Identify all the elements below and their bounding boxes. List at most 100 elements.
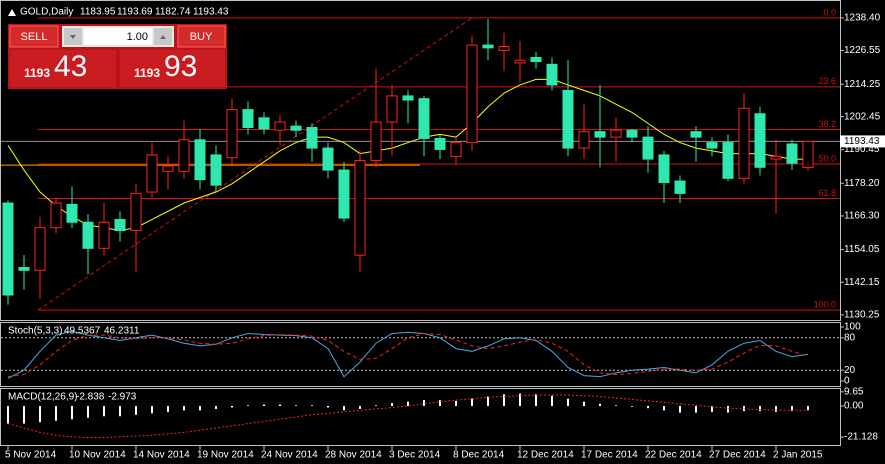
candle-body xyxy=(770,155,782,160)
close-value: 1193.43 xyxy=(193,7,229,18)
fib-label: 38.2 xyxy=(818,119,836,129)
y-tick-label: 0 xyxy=(844,376,850,387)
macd-bar xyxy=(7,406,9,424)
candle-body xyxy=(98,221,110,249)
y-tick-label: 1130.25 xyxy=(844,310,880,321)
sell-label: SELL xyxy=(21,31,48,43)
buy-price-box[interactable] xyxy=(120,50,225,87)
candle-body xyxy=(418,98,430,139)
candle-body xyxy=(786,143,798,164)
buy-label: BUY xyxy=(190,31,213,43)
candle-body xyxy=(610,129,622,138)
y-tick-label: -21.128 xyxy=(844,432,878,443)
y-tick-label: 20 xyxy=(844,365,856,376)
stoch-main-value: 49.5367 xyxy=(64,326,101,337)
macd-bar xyxy=(327,406,329,408)
macd-bar xyxy=(583,401,585,407)
candle-body xyxy=(498,45,510,52)
bid-tag-label: 1193.43 xyxy=(844,136,880,147)
collapse-icon[interactable] xyxy=(8,9,16,16)
macd-bar xyxy=(183,406,185,411)
candle-body xyxy=(242,109,254,128)
fib-label: 0.0 xyxy=(823,7,836,17)
stoch-line xyxy=(7,330,809,379)
x-tick-label: 2 Jan 2015 xyxy=(773,450,823,461)
x-tick-label: 12 Dec 2014 xyxy=(517,450,574,461)
candle-body xyxy=(162,165,174,172)
candle-body xyxy=(754,113,766,168)
macd-bar xyxy=(151,406,153,414)
macd-bar xyxy=(23,406,25,424)
y-tick-label: 1190.45 xyxy=(844,144,880,155)
candle-body xyxy=(658,154,670,183)
main-frame xyxy=(0,0,841,321)
x-tick-label: 8 Dec 2014 xyxy=(453,450,505,461)
x-tick-label: 27 Dec 2014 xyxy=(709,450,766,461)
macd-bar xyxy=(231,406,233,408)
candle-body xyxy=(642,136,654,160)
macd-bar xyxy=(695,406,697,413)
x-tick-label: 22 Dec 2014 xyxy=(645,450,702,461)
candle-body xyxy=(738,107,750,179)
candle-body xyxy=(514,59,526,64)
x-tick-label: 19 Nov 2014 xyxy=(197,450,254,461)
macd-bar xyxy=(471,398,473,407)
y-tick-label: 1142.15 xyxy=(844,277,880,288)
candle-body xyxy=(114,218,126,231)
plot-layer: 0.0 23.6 38.2 50.0 61.8 100.0 1238.40 1226.55 12… xyxy=(1,7,885,461)
macd-bar xyxy=(423,400,425,407)
candle-body xyxy=(626,129,638,138)
candle-body xyxy=(82,221,94,249)
macd-bar xyxy=(439,400,441,407)
macd-bar xyxy=(263,404,265,407)
candle-body xyxy=(370,121,382,161)
macd-bar xyxy=(167,406,169,412)
candle-body xyxy=(674,180,686,194)
candle-body xyxy=(466,44,478,144)
candle-body xyxy=(50,202,62,229)
low-value: 1182.74 xyxy=(155,7,191,18)
up-arrow xyxy=(160,35,166,39)
y-tick-label: 80 xyxy=(844,332,856,343)
macd-bar xyxy=(487,396,489,407)
macd-bar xyxy=(375,405,377,407)
x-tick-label: 28 Nov 2014 xyxy=(325,450,382,461)
macd-bar xyxy=(727,406,729,413)
x-tick-label: 14 Nov 2014 xyxy=(133,450,190,461)
candle-body xyxy=(34,227,46,271)
macd-bar xyxy=(519,393,521,407)
fib-label: 100.0 xyxy=(813,299,836,309)
buy-button[interactable] xyxy=(177,25,226,48)
high-value: 1193.69 xyxy=(117,7,153,18)
candle-body xyxy=(690,131,702,138)
buy-price-big: 93 xyxy=(164,50,197,83)
macd-frame xyxy=(0,388,841,446)
sell-price-box[interactable] xyxy=(10,50,116,87)
candle-body xyxy=(562,89,574,149)
candle-body xyxy=(354,159,366,256)
trade-panel: SELL 1.00 BUY 1193 43 1193 93 xyxy=(8,24,227,89)
candle-body xyxy=(274,121,286,131)
candle-body xyxy=(402,95,414,101)
macd-bar xyxy=(791,406,793,412)
macd-bar xyxy=(343,406,345,411)
x-tick-label: 10 Nov 2014 xyxy=(69,450,126,461)
macd-bar xyxy=(615,405,617,407)
x-tick-label: 17 Dec 2014 xyxy=(581,450,638,461)
symbol: GOLD,Daily xyxy=(20,7,73,18)
lot-input[interactable] xyxy=(84,28,152,45)
sell-price-big: 43 xyxy=(54,50,87,83)
candle-body xyxy=(594,131,606,138)
candle-body xyxy=(578,131,590,149)
candle-body xyxy=(722,142,734,179)
candle-body xyxy=(258,117,270,130)
candle-body xyxy=(2,202,14,296)
bid-tag xyxy=(840,135,885,148)
macd-bar xyxy=(567,398,569,407)
candle-body xyxy=(706,142,718,149)
macd-bar xyxy=(455,400,457,407)
sell-button[interactable] xyxy=(9,25,59,48)
stoch-signal-value: 46.2311 xyxy=(104,326,140,337)
macd-bar xyxy=(535,394,537,407)
